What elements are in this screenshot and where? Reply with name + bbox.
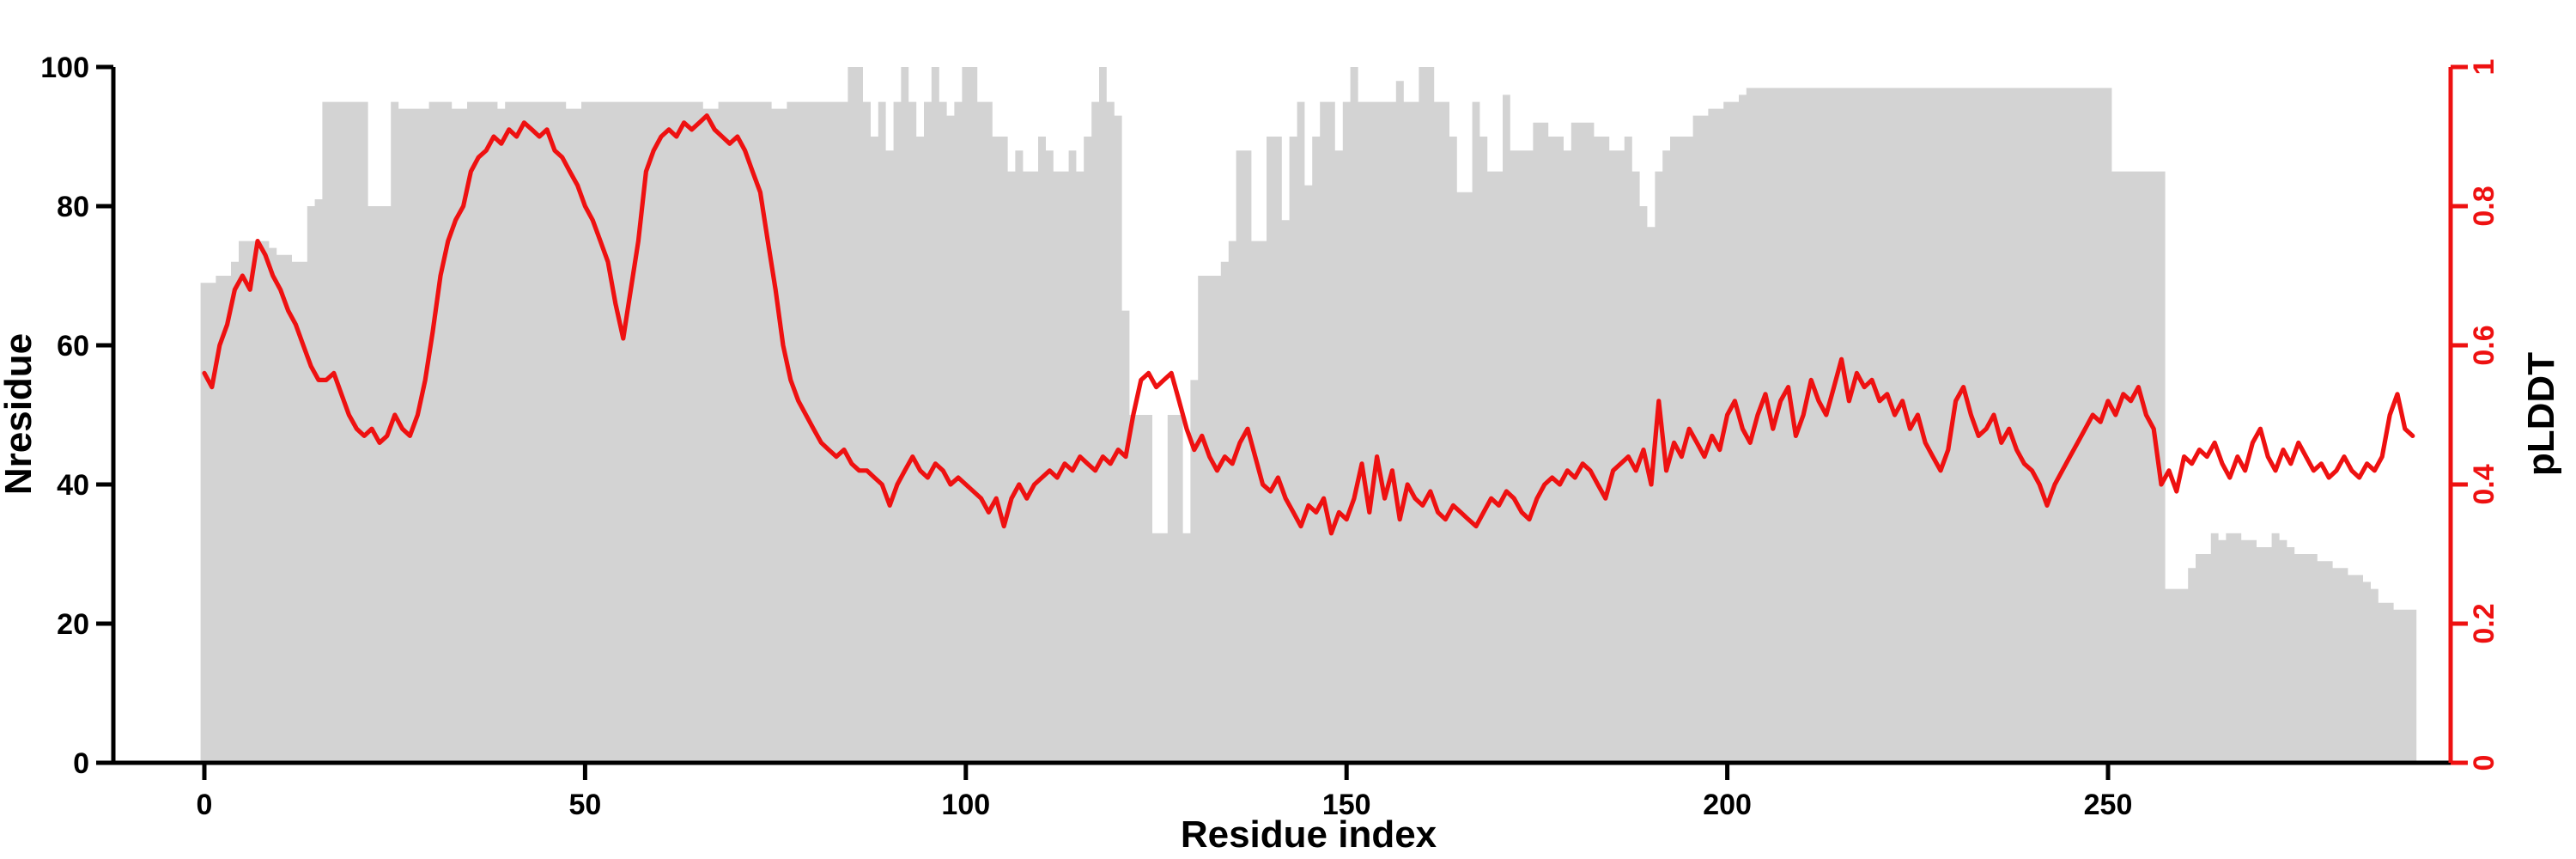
x-axis-title: Residue index	[1181, 813, 1437, 856]
left-tick-label: 0	[73, 747, 89, 780]
left-axis-title: Nresidue	[0, 333, 39, 495]
right-tick-label: 0.4	[2468, 464, 2500, 504]
left-tick-label: 20	[57, 608, 89, 641]
nresidue-bars	[200, 67, 2417, 763]
right-axis-title: pLDDT	[2520, 352, 2562, 476]
right-axis-ticks: 0 0.2 0.4 0.6 0.8 1	[2451, 59, 2500, 771]
bottom-tick-label: 100	[941, 789, 990, 821]
right-tick-label: 0.6	[2468, 325, 2500, 365]
plddt-line	[202, 113, 2415, 536]
right-tick-label: 0.2	[2468, 603, 2500, 643]
right-tick-label: 0	[2468, 755, 2500, 771]
bottom-tick-label: 250	[2084, 789, 2133, 821]
bars-layer	[200, 67, 2417, 763]
bottom-tick-label: 200	[1703, 789, 1752, 821]
left-axis-ticks: 0 20 40 60 80 100	[40, 52, 113, 780]
right-tick-label: 1	[2468, 59, 2500, 76]
bottom-axis-ticks: 0 50 100 150 200 250	[197, 763, 2133, 821]
bottom-tick-label: 0	[197, 789, 213, 821]
left-tick-label: 60	[57, 330, 89, 362]
right-tick-label: 0.8	[2468, 186, 2500, 226]
left-tick-label: 40	[57, 469, 89, 502]
bottom-tick-label: 150	[1322, 789, 1371, 821]
bottom-tick-label: 50	[568, 789, 601, 821]
left-tick-label: 100	[40, 52, 89, 84]
left-tick-label: 80	[57, 191, 89, 223]
